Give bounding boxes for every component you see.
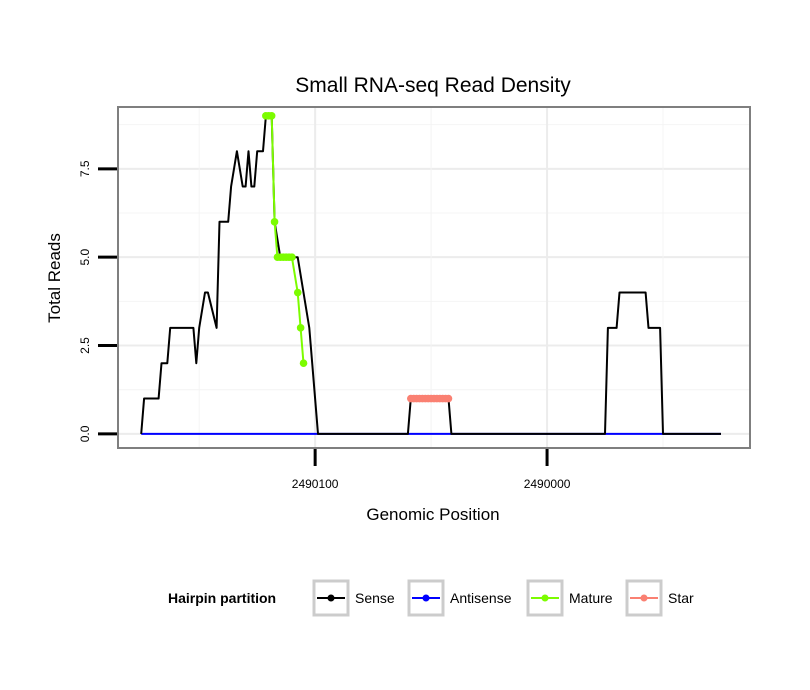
- legend-key-point-mature: [541, 594, 549, 602]
- y-tick-label: 5.0: [78, 249, 92, 266]
- legend-label-mature: Mature: [569, 590, 613, 606]
- x-axis: 2490100 2490000: [292, 449, 571, 491]
- x-tick-label: 2490100: [292, 477, 339, 491]
- plot-frame: [117, 106, 751, 449]
- legend-label-antisense: Antisense: [450, 590, 512, 606]
- grid-lines: [118, 107, 750, 448]
- y-axis-title: Total Reads: [45, 233, 64, 323]
- data-point-mature: [270, 218, 279, 226]
- y-axis: 0.0 2.5 5.0 7.5: [78, 160, 117, 442]
- plot-panel: [118, 107, 750, 448]
- chart-title: Small RNA-seq Read Density: [295, 74, 571, 97]
- legend-label-sense: Sense: [355, 590, 395, 606]
- legend-key-point-sense: [327, 594, 335, 602]
- data-point-mature: [288, 253, 296, 261]
- y-tick-label: 7.5: [78, 160, 92, 177]
- y-tick-label: 0.0: [78, 425, 92, 442]
- legend-label-star: Star: [668, 590, 694, 606]
- legend-key-point-antisense: [422, 594, 430, 602]
- x-tick-label: 2490000: [524, 477, 571, 491]
- legend-title: Hairpin partition: [168, 590, 276, 606]
- y-tick-label: 2.5: [78, 337, 92, 354]
- legend-key-point-star: [640, 594, 648, 602]
- data-point-mature: [299, 359, 308, 367]
- x-axis-title: Genomic Position: [366, 505, 499, 524]
- series-group: [140, 112, 721, 435]
- data-point-mature: [267, 112, 276, 120]
- data-point-star: [444, 394, 453, 403]
- legend: Hairpin partition Sense Antisense Mature St…: [168, 579, 694, 617]
- data-point-mature: [296, 324, 305, 332]
- data-point-mature: [293, 288, 302, 297]
